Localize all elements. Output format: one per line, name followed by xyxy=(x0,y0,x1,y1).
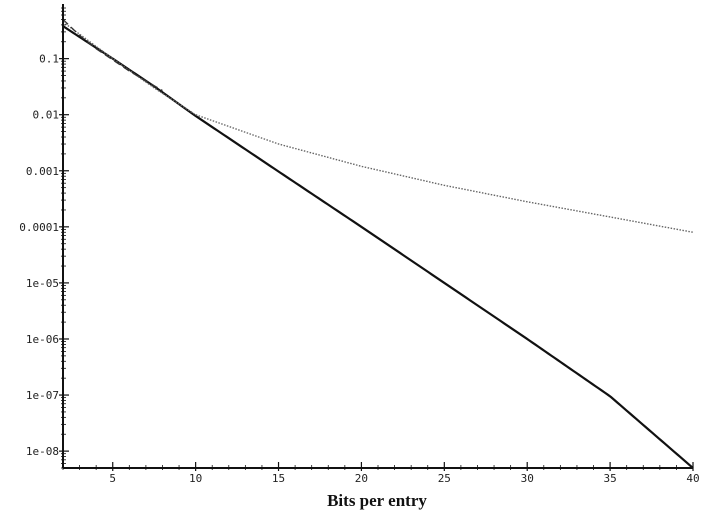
x-tick-label: 10 xyxy=(189,472,202,485)
y-tick-label: 0.1 xyxy=(39,53,59,66)
x-tick-label: 30 xyxy=(521,472,534,485)
series-layer xyxy=(62,18,694,469)
y-tick-label: 0.01 xyxy=(33,109,60,122)
x-tick-label: 25 xyxy=(438,472,451,485)
axes-layer: 0.1 0.01 0.001 0.0001 1e-05 1e-06 1e-07 1e-08 5 1… xyxy=(19,4,700,485)
x-tick-label: 35 xyxy=(603,472,616,485)
x-tick-label: 5 xyxy=(109,472,116,485)
series-line-1 xyxy=(62,25,694,469)
y-tick-label: 0.001 xyxy=(26,165,59,178)
series-line-2 xyxy=(62,21,694,233)
x-tick-label: 20 xyxy=(355,472,368,485)
x-tick-label: 15 xyxy=(272,472,285,485)
x-tick-label: 40 xyxy=(686,472,699,485)
y-tick-label: 1e-07 xyxy=(26,389,59,402)
y-tick-label: 1e-05 xyxy=(26,277,59,290)
x-axis-title: Bits per entry xyxy=(327,491,427,510)
y-tick-label: 1e-08 xyxy=(26,445,59,458)
y-tick-label: 0.0001 xyxy=(19,221,59,234)
y-tick-label: 1e-06 xyxy=(26,333,59,346)
series-line-3 xyxy=(62,18,163,92)
